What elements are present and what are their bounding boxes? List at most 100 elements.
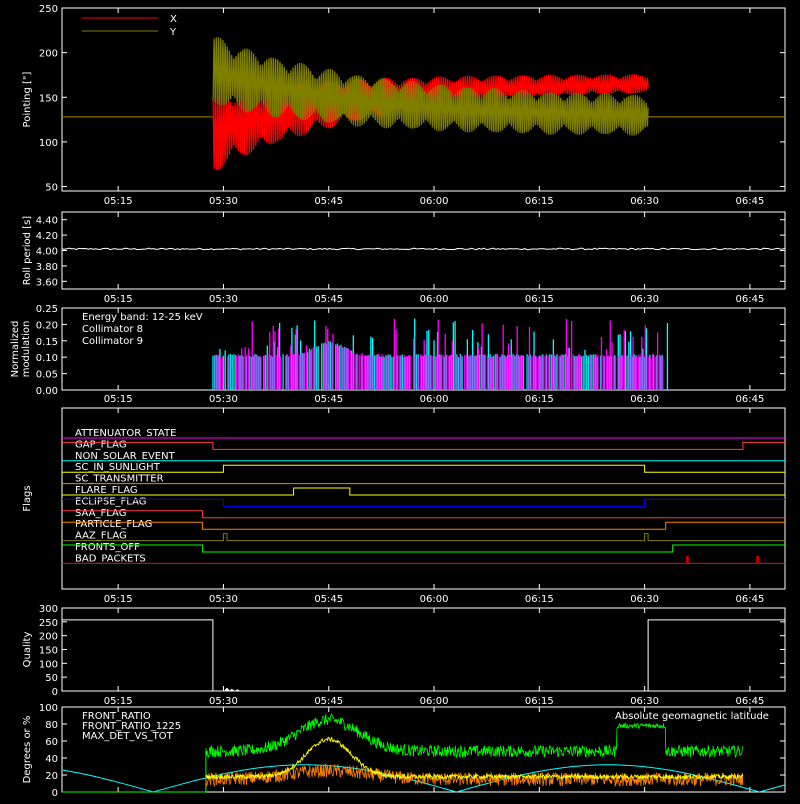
x-tick-label: 05:30 <box>209 294 238 305</box>
quality-spike <box>223 687 230 691</box>
flag-label-bad-packets: BAD_PACKETS <box>75 553 146 564</box>
series-roll-period-line <box>61 247 786 251</box>
legend-label-Y: Y <box>169 27 177 38</box>
y-tick-label: 0.15 <box>36 337 58 348</box>
legend-label-front-ratio: FRONT_RATIO <box>82 711 151 722</box>
y-axis-label: Pointing ["] <box>22 71 33 127</box>
x-tick-label: 05:15 <box>104 594 133 605</box>
flag-label-sc-in-sunlight: SC_IN_SUNLIGHT <box>75 462 161 473</box>
flag-label-aaz-flag: AAZ_FLAG <box>75 531 127 542</box>
y-axis-label: Normalized <box>10 321 21 378</box>
x-tick-label: 06:15 <box>525 196 554 207</box>
legend-label-max-det-vs-tot: MAX_DET_VS_TOT <box>82 731 174 742</box>
y-tick-label: 250 <box>39 4 58 15</box>
series-Collimator-9 <box>214 318 664 390</box>
y-tick-label: 200 <box>39 632 58 643</box>
flag-label-particle-flag: PARTICLE_FLAG <box>75 519 152 530</box>
x-tick-label: 06:30 <box>630 696 659 707</box>
series-quality-line <box>62 619 785 692</box>
flag-line-aaz-flag <box>62 533 785 542</box>
y-tick-label: 80 <box>45 720 58 731</box>
y-tick-label: 20 <box>45 771 58 782</box>
legend-label-Collimator-9: Collimator 9 <box>82 336 143 347</box>
x-tick-label: 05:15 <box>104 394 133 405</box>
series-front-ratio-1225-line <box>205 712 744 759</box>
legend-label-Collimator-8: Collimator 8 <box>82 324 143 335</box>
x-tick-label: 05:45 <box>314 696 343 707</box>
y-tick-label: 3.60 <box>36 277 58 288</box>
legend-label-X: X <box>170 14 177 25</box>
x-tick-label: 05:30 <box>209 696 238 707</box>
y-tick-label: 50 <box>45 673 58 684</box>
y-tick-label: 100 <box>39 138 58 149</box>
flag-line-fronts-off <box>62 544 785 553</box>
y-axis-label-degrees: Degrees or % <box>22 716 33 784</box>
y-tick-label: 60 <box>45 737 58 748</box>
flag-line-gap-flag <box>62 441 785 450</box>
y-tick-label: 4.40 <box>36 216 58 227</box>
y-axis-label-quality: Quality <box>22 632 33 668</box>
y-tick-label: 0.00 <box>36 386 58 397</box>
flag-line-flare-flag <box>62 487 785 496</box>
y-tick-label: 3.80 <box>36 262 58 273</box>
flag-label-sc-transmitter: SC_TRANSMITTER <box>75 474 164 485</box>
y-tick-label: 150 <box>39 646 58 657</box>
y-tick-label: 200 <box>39 49 58 60</box>
x-tick-label: 05:15 <box>104 696 133 707</box>
y-tick-label: 4.20 <box>36 231 58 242</box>
x-tick-label: 06:15 <box>525 294 554 305</box>
flag-label-fronts-off: FRONTS_OFF <box>75 542 140 553</box>
x-tick-label: 05:15 <box>104 294 133 305</box>
flag-line-eclipse-flag <box>62 498 785 507</box>
flag-label-saa-flag: SAA_FLAG <box>75 508 126 519</box>
x-tick-label: 06:45 <box>735 294 764 305</box>
y-tick-label: 0 <box>52 687 58 698</box>
flag-line-bad-packets <box>62 555 785 564</box>
x-tick-label: 06:45 <box>735 594 764 605</box>
x-tick-label: 06:45 <box>735 196 764 207</box>
y-tick-label: 100 <box>39 659 58 670</box>
y-tick-label: 0.25 <box>36 304 58 315</box>
x-tick-label: 05:45 <box>314 394 343 405</box>
series-max-det-vs-tot-line <box>205 763 744 788</box>
y-tick-label: 250 <box>39 618 58 629</box>
flag-line-sc-in-sunlight <box>62 464 785 473</box>
quality-spike <box>234 689 241 691</box>
panel-frame-1 <box>61 7 786 192</box>
panel-frame-2 <box>61 211 786 290</box>
y-axis-label: Degrees or % <box>22 716 33 784</box>
y-tick-label: 300 <box>39 604 58 615</box>
x-tick-label: 06:30 <box>630 594 659 605</box>
x-tick-label: 06:30 <box>630 394 659 405</box>
y-tick-label: 0.05 <box>36 370 58 381</box>
x-tick-label: 06:15 <box>525 394 554 405</box>
x-tick-label: 06:00 <box>420 394 449 405</box>
x-tick-label: 05:30 <box>209 196 238 207</box>
x-tick-label: 05:45 <box>314 594 343 605</box>
panel-frame-6 <box>61 706 786 793</box>
annotation-geomagnetic-latitude: Absolute geomagnetic latitude <box>615 711 769 722</box>
series-Y-line <box>212 37 649 136</box>
series-front-ratio-line <box>205 736 744 781</box>
x-tick-label: 06:00 <box>420 594 449 605</box>
y-tick-label: 100 <box>39 703 58 714</box>
y-axis-label: Quality <box>22 632 33 668</box>
x-tick-label: 05:30 <box>209 594 238 605</box>
x-tick-label: 06:30 <box>630 294 659 305</box>
panel-frame-4 <box>61 407 786 590</box>
annotation-energy-band: Energy band: 12-25 keV <box>82 312 203 323</box>
y-tick-label: 4.00 <box>36 247 58 258</box>
x-tick-label: 05:45 <box>314 196 343 207</box>
quality-spike <box>228 688 235 691</box>
x-tick-label: 06:15 <box>525 696 554 707</box>
y-axis-label-flags: Flags <box>22 485 33 511</box>
y-tick-label: 0.20 <box>36 320 58 331</box>
x-tick-label: 06:15 <box>525 594 554 605</box>
flag-line-saa-flag <box>62 510 785 519</box>
x-tick-label: 06:45 <box>735 394 764 405</box>
y-tick-label: 50 <box>45 183 58 194</box>
y-axis-label: Roll period [s] <box>22 216 33 285</box>
x-tick-label: 06:00 <box>420 696 449 707</box>
flag-label-eclipse-flag: ECLIPSE_FLAG <box>75 496 146 507</box>
